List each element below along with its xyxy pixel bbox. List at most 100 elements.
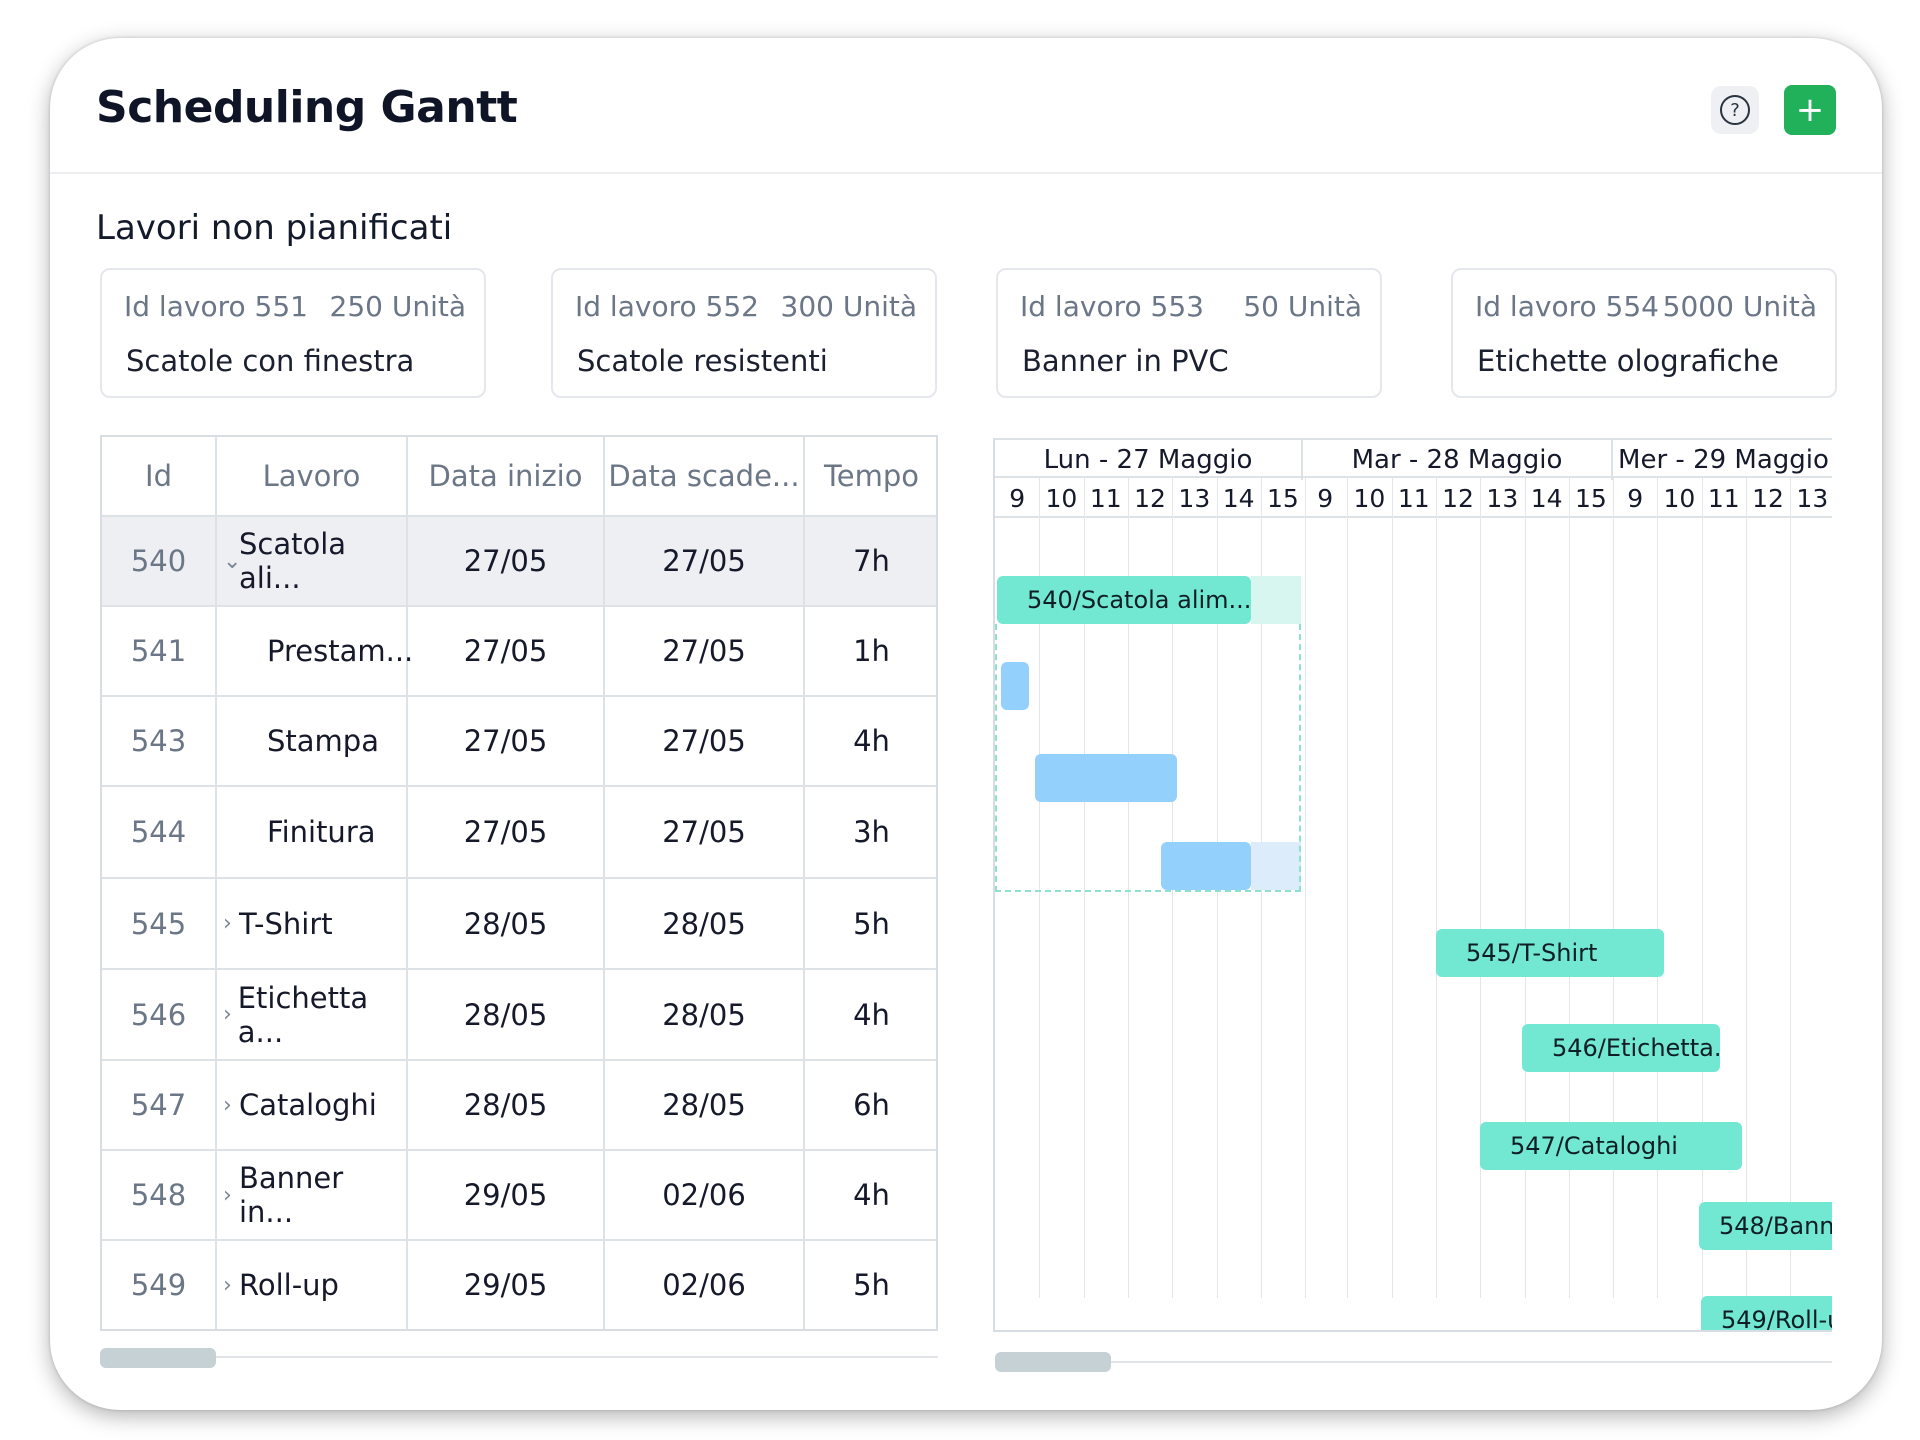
row-due-date: 28/05 (605, 879, 805, 968)
table-row[interactable]: 547 › Cataloghi 28/05 28/05 6h (102, 1061, 936, 1151)
chevron-right-icon[interactable]: › (223, 911, 232, 936)
gantt-scroll-track (995, 1361, 1832, 1363)
job-id: Id lavoro 552 (575, 290, 759, 323)
hour-label: 11 (1397, 483, 1430, 513)
job-name: Banner in PVC (1022, 344, 1229, 378)
hour-label: 15 (1267, 483, 1299, 513)
row-due-date: 28/05 (605, 1061, 805, 1149)
job-units: 50 Unità (1243, 290, 1362, 323)
row-job-label: Finitura (267, 815, 376, 849)
row-job-label: Etichetta a... (237, 980, 369, 1049)
column-header-id[interactable]: Id (102, 437, 217, 515)
row-time: 7h (853, 544, 890, 578)
hour-label: 10 (1045, 483, 1078, 513)
gantt-scrollbar[interactable] (995, 1352, 1111, 1372)
row-time: 4h (853, 724, 890, 758)
table-scroll-track (100, 1356, 938, 1358)
row-due-date: 27/05 (605, 517, 805, 605)
row-start-date: 28/05 (408, 1061, 605, 1149)
table-row[interactable]: 549 › Roll-up 29/05 02/06 5h (102, 1241, 936, 1329)
grid-line (1790, 478, 1792, 1298)
gantt-bar[interactable]: 546/Etichetta... (1522, 1024, 1720, 1072)
help-icon: ? (1720, 95, 1750, 125)
hour-label: 9 (1317, 483, 1334, 513)
row-time: 3h (853, 815, 890, 849)
chevron-right-icon[interactable]: › (223, 1092, 232, 1118)
column-header-time[interactable]: Tempo (823, 459, 920, 493)
hour-label: 13 (1178, 483, 1211, 513)
gantt-bar[interactable]: 540/Scatola alim... (997, 576, 1251, 624)
row-job: Prestam... (217, 607, 413, 695)
row-job-label: Stampa (267, 724, 379, 758)
grid-line (1568, 478, 1570, 1298)
row-time: 4h (853, 997, 890, 1032)
row-job: › Banner in... (217, 1151, 408, 1239)
grid-line (1524, 478, 1526, 1298)
hour-label: 13 (1796, 483, 1829, 513)
row-time: 4h (853, 1178, 890, 1212)
hour-label: 10 (1663, 483, 1696, 513)
row-job-label: T-Shirt (239, 906, 333, 941)
row-id: 544 (102, 787, 217, 877)
job-name: Etichette olografiche (1477, 344, 1779, 378)
job-units: 300 Unità (780, 290, 918, 323)
table-row[interactable]: 540 ⌄ Scatola ali... 27/05 27/05 7h (102, 517, 936, 607)
job-id: Id lavoro 551 (124, 290, 308, 323)
column-header-due-date[interactable]: Data scade... (605, 437, 805, 515)
row-due-date: 27/05 (605, 787, 805, 877)
row-due-date: 02/06 (605, 1241, 805, 1329)
add-button[interactable]: + (1784, 85, 1836, 135)
chevron-right-icon[interactable]: › (223, 1002, 232, 1027)
chevron-right-icon[interactable]: › (223, 1182, 232, 1208)
help-button[interactable]: ? (1711, 86, 1759, 134)
gantt-bar[interactable]: 548/Banner (1699, 1202, 1832, 1250)
gantt-day-header: Lun - 27 Maggio Mar - 28 Maggio Mer - 29… (995, 438, 1832, 480)
hour-label: 15 (1575, 483, 1607, 513)
gantt-bar[interactable]: 545/T-Shirt (1436, 929, 1664, 977)
unplanned-job-card[interactable]: Id lavoro 552 300 Unità Scatole resisten… (551, 268, 937, 398)
grid-line (1083, 478, 1085, 1298)
grid-line (1657, 478, 1659, 1298)
row-id: 540 (102, 517, 217, 605)
chevron-right-icon[interactable]: › (223, 1272, 232, 1298)
table-row[interactable]: 548 › Banner in... 29/05 02/06 4h (102, 1151, 936, 1241)
unplanned-job-card[interactable]: Id lavoro 553 50 Unità Banner in PVC (996, 268, 1382, 398)
row-start-date: 27/05 (408, 517, 605, 605)
grid-line (1127, 478, 1129, 1298)
gantt-bar[interactable]: 549/Roll-up (1701, 1296, 1832, 1330)
table-row[interactable]: 543 Stampa 27/05 27/05 4h (102, 697, 936, 787)
hour-label: 13 (1486, 483, 1519, 513)
row-start-date: 29/05 (408, 1241, 605, 1329)
table-scrollbar[interactable] (100, 1348, 216, 1368)
row-due-date: 28/05 (605, 970, 805, 1059)
gantt-bar[interactable]: 547/Cataloghi (1480, 1122, 1742, 1170)
row-job-label: Banner in... (238, 1161, 344, 1229)
table-row[interactable]: 545 › T-Shirt 28/05 28/05 5h (102, 879, 936, 970)
row-id: 549 (102, 1241, 217, 1329)
row-id: 548 (102, 1151, 217, 1239)
table-row[interactable]: 546 › Etichetta a... 28/05 28/05 4h (102, 970, 936, 1061)
row-job-label: Prestam... (267, 634, 414, 668)
gantt-hour-header: 9 10 11 12 13 14 15 9 10 11 12 13 14 15 9 10 11 12 13 (995, 478, 1832, 518)
row-start-date: 27/05 (408, 607, 605, 695)
plus-icon: + (1795, 90, 1825, 130)
table-row[interactable]: 544 Finitura 27/05 27/05 3h (102, 787, 936, 879)
job-id: Id lavoro 553 (1020, 290, 1204, 323)
column-header-job[interactable]: Lavoro (217, 437, 408, 515)
grid-line (1480, 478, 1482, 1298)
unplanned-job-card[interactable]: Id lavoro 551 250 Unità Scatole con fine… (100, 268, 486, 398)
gantt-bar[interactable] (1161, 842, 1251, 890)
chevron-down-icon[interactable]: ⌄ (223, 548, 242, 574)
day-label: Lun - 27 Maggio (995, 440, 1303, 480)
gantt-bar[interactable] (1001, 662, 1029, 710)
row-start-date: 28/05 (408, 879, 605, 968)
job-name: Scatole con finestra (126, 344, 415, 378)
hour-label: 9 (1009, 483, 1026, 513)
table-row[interactable]: 541 Prestam... 27/05 27/05 1h (102, 607, 936, 697)
row-due-date: 27/05 (605, 697, 805, 785)
row-job: ⌄ Scatola ali... (217, 517, 408, 605)
unplanned-job-card[interactable]: Id lavoro 554 5000 Unità Etichette ologr… (1451, 268, 1837, 398)
gantt-bar[interactable] (1035, 754, 1177, 802)
column-header-start-date[interactable]: Data inizio (408, 437, 605, 515)
row-job-label: Cataloghi (239, 1088, 377, 1122)
